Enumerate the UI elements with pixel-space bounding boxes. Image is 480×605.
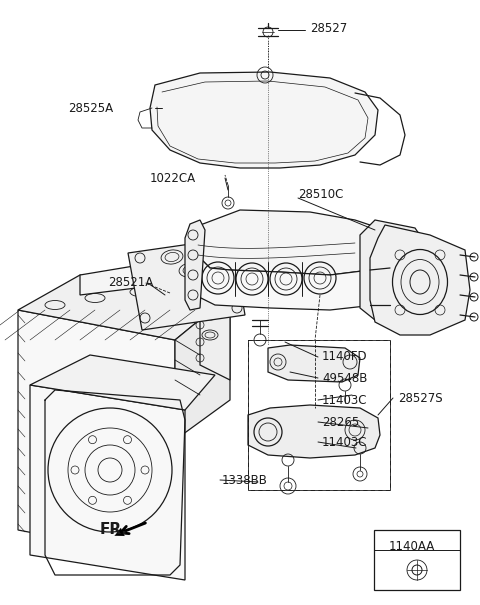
Text: 1022CA: 1022CA	[150, 171, 196, 185]
Text: 49548B: 49548B	[322, 371, 367, 385]
Polygon shape	[200, 255, 230, 380]
Text: 1140FD: 1140FD	[322, 350, 368, 364]
Text: FR.: FR.	[100, 523, 128, 537]
Text: 28510C: 28510C	[298, 189, 343, 201]
Polygon shape	[128, 238, 245, 330]
Polygon shape	[190, 227, 395, 310]
Text: 28265: 28265	[322, 416, 359, 428]
Polygon shape	[185, 220, 205, 310]
Text: 28521A: 28521A	[108, 276, 153, 290]
Text: 1338BB: 1338BB	[222, 474, 268, 486]
Polygon shape	[80, 255, 230, 295]
Text: 28527S: 28527S	[398, 391, 443, 405]
Text: 1140AA: 1140AA	[389, 540, 435, 552]
Polygon shape	[360, 220, 430, 320]
Polygon shape	[18, 310, 175, 560]
Polygon shape	[195, 210, 390, 275]
Bar	[374, 530, 460, 590]
Polygon shape	[248, 405, 380, 458]
Text: 11403C: 11403C	[322, 393, 368, 407]
Polygon shape	[18, 275, 230, 340]
Polygon shape	[370, 225, 470, 335]
Text: 28525A: 28525A	[68, 102, 113, 114]
Polygon shape	[268, 345, 360, 382]
Polygon shape	[150, 72, 378, 168]
Polygon shape	[30, 385, 185, 580]
Text: 11403C: 11403C	[322, 436, 368, 448]
Polygon shape	[175, 295, 230, 440]
Text: 28527: 28527	[310, 22, 347, 34]
Polygon shape	[30, 355, 215, 410]
